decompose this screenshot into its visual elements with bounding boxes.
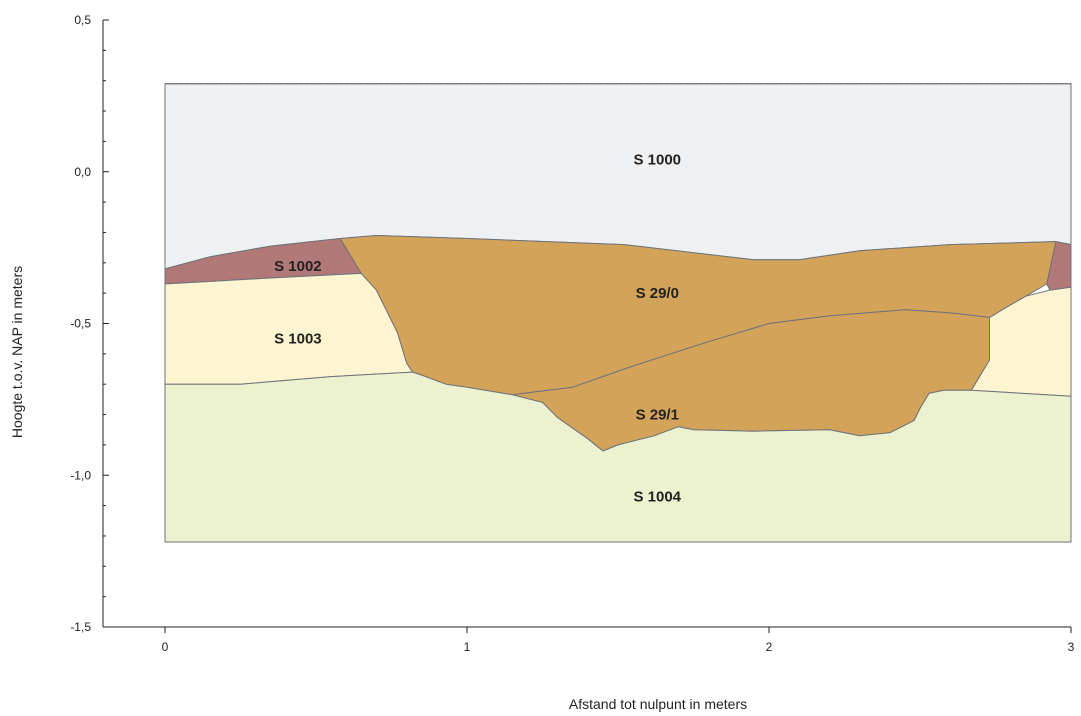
layer-s-1002-7 xyxy=(1046,241,1072,291)
y-tick-label: 0,0 xyxy=(74,165,91,179)
y-tick-label: -1,5 xyxy=(70,620,91,634)
x-axis-title: Afstand tot nulpunt in meters xyxy=(569,696,747,712)
layer-polygons xyxy=(164,83,1072,543)
profile-frame xyxy=(164,83,1072,543)
x-tick-label: 3 xyxy=(1068,640,1075,654)
x-tick-label: 0 xyxy=(162,640,169,654)
y-tick-label: -1,0 xyxy=(70,468,91,482)
layer-s-1000-0 xyxy=(164,83,1072,270)
x-tick-label: 2 xyxy=(766,640,773,654)
y-tick-label: 0,5 xyxy=(74,13,91,27)
layer-label: S 1003 xyxy=(274,331,322,348)
layer-s-1004-6 xyxy=(164,371,1072,543)
layer-label: S 29/0 xyxy=(636,285,679,302)
layer-s-1003-2 xyxy=(164,272,414,385)
layer-label: S 1004 xyxy=(633,488,681,505)
axes: 0,5 0,0 -0,5 -1,0 -1,5 0 1 2 3 xyxy=(70,13,1074,654)
y-axis-title: Hoogte t.o.v. NAP in meters xyxy=(9,266,25,438)
x-tick-label: 1 xyxy=(464,640,471,654)
layer-label: S 29/1 xyxy=(636,407,679,424)
layer-label: S 1000 xyxy=(633,152,681,169)
layer-labels: S 1000 S 1002 S 1003 S 29/0 S 29/1 S 1004 xyxy=(274,152,682,506)
y-tick-label: -0,5 xyxy=(70,317,91,331)
layer-label: S 1002 xyxy=(274,258,322,275)
